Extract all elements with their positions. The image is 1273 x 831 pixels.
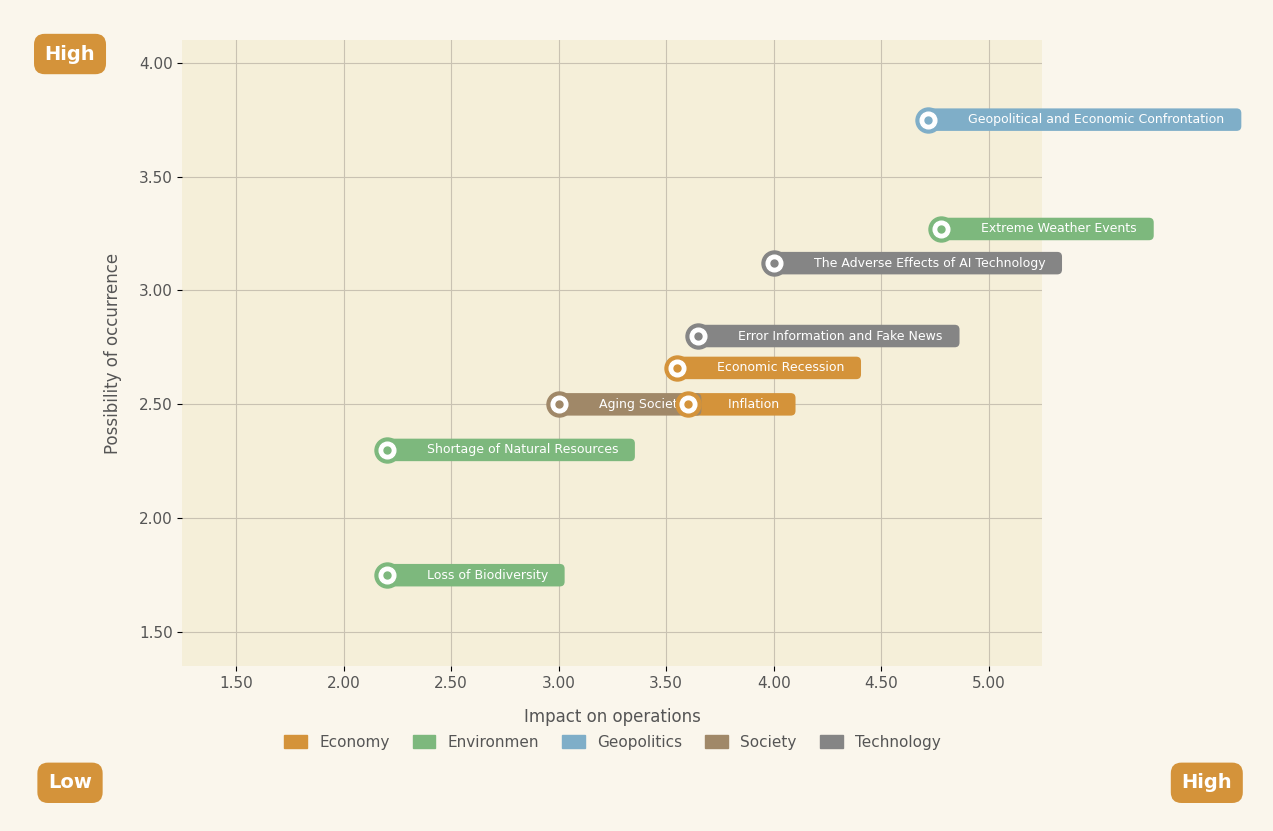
Text: High: High: [1181, 774, 1232, 792]
Y-axis label: Possibility of occurrence: Possibility of occurrence: [104, 253, 122, 454]
Text: Low: Low: [48, 774, 92, 792]
X-axis label: Impact on operations: Impact on operations: [524, 708, 701, 725]
Text: Extreme Weather Events: Extreme Weather Events: [941, 223, 1150, 235]
Text: High: High: [45, 45, 95, 63]
Text: Inflation: Inflation: [687, 398, 791, 411]
Text: Economic Recession: Economic Recession: [677, 361, 857, 375]
Text: Shortage of Natural Resources: Shortage of Natural Resources: [387, 444, 630, 456]
Text: Loss of Biodiversity: Loss of Biodiversity: [387, 568, 560, 582]
Text: Aging Society: Aging Society: [559, 398, 696, 411]
Text: Geopolitical and Economic Confrontation: Geopolitical and Economic Confrontation: [928, 113, 1236, 126]
Text: The Adverse Effects of AI Technology: The Adverse Effects of AI Technology: [774, 257, 1058, 269]
Text: Error Information and Fake News: Error Information and Fake News: [699, 330, 955, 342]
Legend: Economy, Environmen, Geopolitics, Society, Technology: Economy, Environmen, Geopolitics, Societ…: [278, 729, 947, 755]
